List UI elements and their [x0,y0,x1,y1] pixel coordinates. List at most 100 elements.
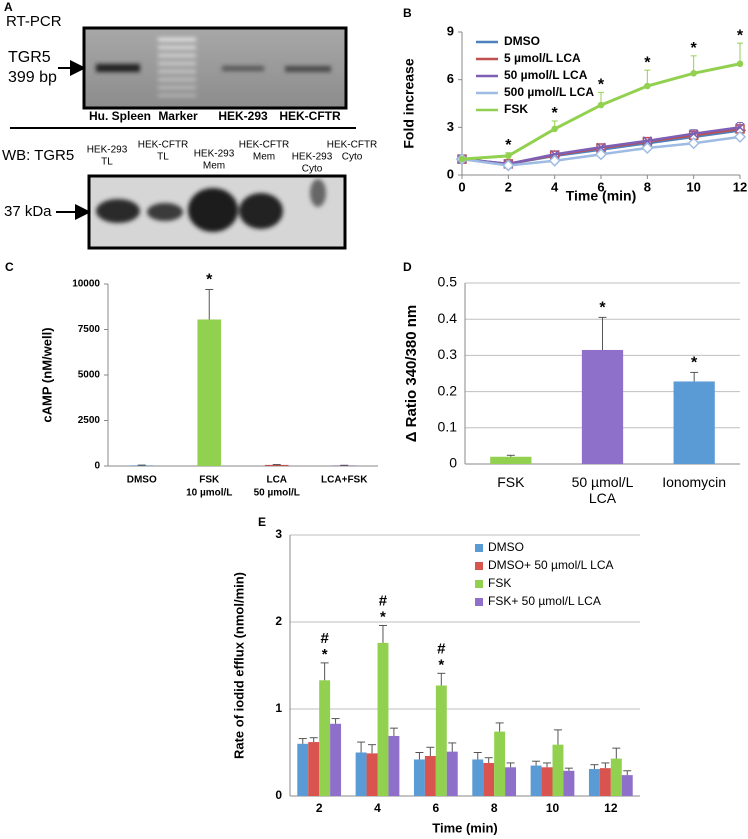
significance-marker: # [379,592,388,609]
significance-marker: * [380,608,386,625]
panel-label: A [4,0,13,14]
point [594,148,608,161]
point [597,101,605,109]
point [644,82,651,90]
lane-label: Mem [203,161,225,172]
gel-size: 399 bp [8,69,57,86]
x-tick-label: LCA [266,475,287,486]
legend-label: DMSO+ 50 µmol/L LCA [488,558,614,572]
point [550,149,560,159]
legend-label: FSK [488,576,511,590]
lane-label: HEK-CFTR [279,109,341,123]
point [689,129,699,139]
y-tick-label: 5000 [78,370,101,381]
legend-label: DMSO [504,34,540,48]
significance-marker: * [552,105,559,122]
bar [472,759,484,796]
y-tick-label: 3 [275,527,282,541]
bar [308,742,320,796]
y-tick-label: 0 [94,461,100,472]
y-tick-label: 0.1 [438,419,458,435]
x-tick-label: 6 [432,801,439,815]
legend-label: 50 µmol/L LCA [504,68,588,82]
bar [530,765,542,796]
point [548,154,561,167]
y-tick-label: 10000 [72,279,100,290]
lane-label: Hu. Spleen [89,109,151,123]
legend-label: FSK+ 50 µmol/L LCA [488,594,601,608]
bar [264,464,289,466]
bar [552,744,564,796]
legend-label: 500 µmol/L LCA [504,85,594,99]
bar [563,770,575,796]
lane-label: TL [101,157,113,168]
panel-label: C [5,260,14,274]
y-tick-label: 3 [447,119,454,134]
lane-label: HEK-CFTR [239,140,290,151]
point [642,136,652,146]
x-tick-label: 2 [505,179,512,194]
x-tick-label: 10 [686,179,700,194]
bar [621,775,633,796]
x-tick-label: FSK [497,474,525,490]
y-axis-label: Rate of iodid efflux (nmol/min) [231,572,246,759]
legend-label: FSK [504,102,528,116]
bar [581,349,624,464]
legend-label: 5 µmol/L LCA [504,51,581,65]
x-tick-label: 50 µmol/L LCA [571,474,634,506]
x-tick-label: Ionomycin [662,474,727,490]
y-tick-label: 6 [447,71,454,86]
lane-label: TL [157,152,169,163]
x-tick-label: 0 [458,179,465,194]
bar [483,762,495,796]
legend-swatch [475,598,483,606]
bar [599,768,611,796]
y-tick-label: 7500 [78,324,101,335]
lane-label: Cyto [302,164,323,175]
bar [673,381,715,464]
bar [377,642,389,796]
y-tick-label: 0 [449,455,457,471]
x-tick-label: 6 [597,179,604,194]
lane-label: Marker [158,109,198,123]
point [733,130,747,143]
point [736,60,744,68]
x-tick-label: 8 [491,801,498,815]
significance-marker: # [320,630,329,647]
significance-marker: * [599,300,606,317]
legend-label: DMSO [488,540,524,554]
x-tick-sublabel: 10 µmol/L [186,488,232,499]
bar [413,759,425,796]
point [735,122,745,132]
bar [330,723,342,796]
significance-marker: * [438,656,444,673]
point [502,159,515,172]
lane-label: HEK-293 [194,149,235,160]
legend-swatch [475,580,483,588]
gel-title: RT-PCR [6,13,62,30]
y-tick-label: 0.2 [438,382,458,398]
y-axis-label: cAMP (nM/well) [39,327,54,422]
gel-target: TGR5 [8,49,51,66]
x-tick-label: 4 [374,801,381,815]
y-tick-label: 9 [447,23,454,38]
y-tick-label: 0.4 [438,310,458,326]
bar [129,465,154,466]
lane-label: Mem [253,152,275,163]
significance-marker: * [206,272,213,289]
point [458,155,466,163]
significance-marker: * [737,27,744,44]
blot-marker: 37 kDa [4,203,52,220]
y-tick-label: 0.5 [438,274,458,290]
point [596,142,606,152]
bar [610,758,622,796]
x-tick-label: 12 [604,801,618,815]
point [505,152,512,160]
bar [505,767,517,796]
point [690,70,697,77]
bar [541,767,553,796]
x-tick-label: DMSO [127,475,157,486]
x-tick-sublabel: 50 µmol/L [254,488,300,499]
significance-marker: * [691,355,698,372]
